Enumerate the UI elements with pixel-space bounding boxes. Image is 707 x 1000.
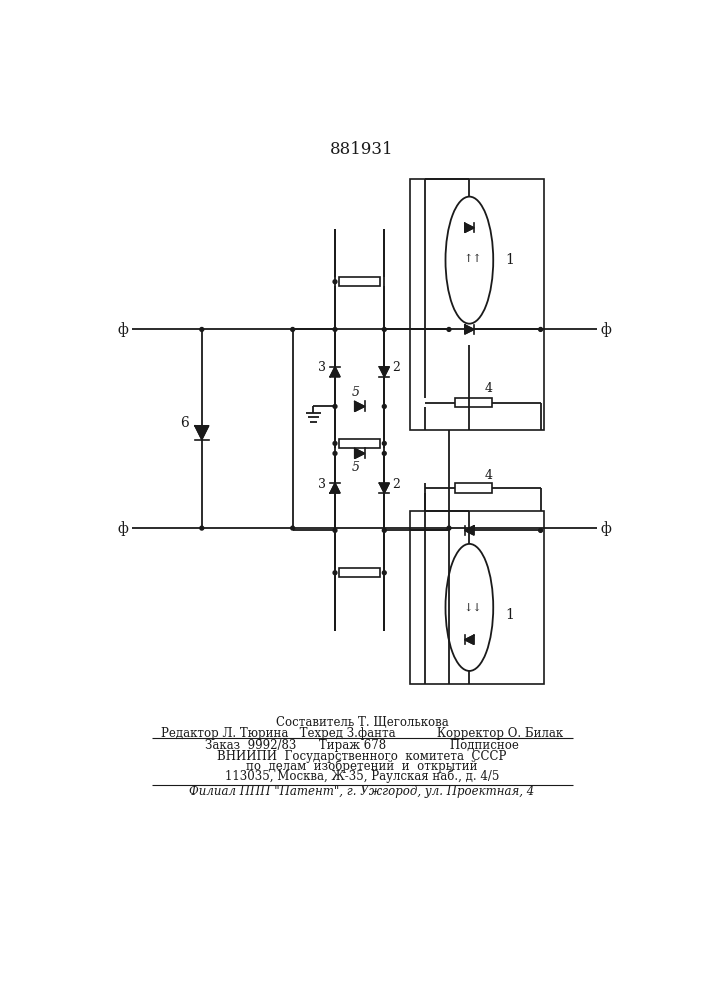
Polygon shape xyxy=(379,367,390,377)
Bar xyxy=(455,483,491,493)
Text: 4: 4 xyxy=(484,382,493,395)
Circle shape xyxy=(382,451,386,455)
Circle shape xyxy=(333,328,337,331)
Text: 5: 5 xyxy=(352,386,360,399)
Polygon shape xyxy=(355,401,365,411)
Circle shape xyxy=(539,528,542,532)
Circle shape xyxy=(333,571,337,575)
Text: 1: 1 xyxy=(505,253,514,267)
Text: 881931: 881931 xyxy=(330,141,394,158)
Circle shape xyxy=(291,526,295,530)
Polygon shape xyxy=(464,325,474,334)
Polygon shape xyxy=(464,526,474,535)
Text: 4: 4 xyxy=(484,469,493,482)
Text: ф: ф xyxy=(601,322,612,337)
Circle shape xyxy=(333,280,337,284)
Text: 2: 2 xyxy=(392,361,399,374)
Polygon shape xyxy=(330,367,340,377)
Bar xyxy=(409,179,544,430)
Circle shape xyxy=(447,328,451,331)
Polygon shape xyxy=(195,426,209,440)
Circle shape xyxy=(382,571,386,575)
Circle shape xyxy=(200,526,204,530)
Text: ф: ф xyxy=(118,322,129,337)
Circle shape xyxy=(467,328,472,331)
Circle shape xyxy=(333,528,337,532)
Text: Редактор Л. Тюрина   Техред З.фанта           Корректор О. Билак: Редактор Л. Тюрина Техред З.фанта Коррек… xyxy=(161,727,563,740)
Polygon shape xyxy=(355,448,365,458)
Circle shape xyxy=(382,441,386,445)
Circle shape xyxy=(200,328,204,331)
Text: 3: 3 xyxy=(318,478,326,491)
Circle shape xyxy=(382,328,386,331)
Text: 5: 5 xyxy=(352,461,360,474)
Bar xyxy=(339,439,380,448)
Polygon shape xyxy=(464,635,474,644)
Bar xyxy=(339,277,380,286)
Circle shape xyxy=(382,528,386,532)
Text: 113035, Москва, Ж-35, Раулская наб., д. 4/5: 113035, Москва, Ж-35, Раулская наб., д. … xyxy=(225,769,499,783)
Text: 2: 2 xyxy=(392,478,399,491)
Text: ВНИИПИ  Государственного  комитета  СССР: ВНИИПИ Государственного комитета СССР xyxy=(217,750,507,763)
Circle shape xyxy=(382,405,386,408)
Circle shape xyxy=(447,526,451,530)
Bar xyxy=(409,511,544,684)
Text: 1: 1 xyxy=(505,608,514,622)
Text: ф: ф xyxy=(118,521,129,536)
Circle shape xyxy=(333,405,337,408)
Text: ф: ф xyxy=(601,521,612,536)
Circle shape xyxy=(333,441,337,445)
Polygon shape xyxy=(330,483,340,493)
Circle shape xyxy=(467,528,472,532)
Bar xyxy=(339,568,380,577)
Polygon shape xyxy=(379,483,390,493)
Text: 3: 3 xyxy=(318,361,326,374)
Text: Составитель Т. Щеголькова: Составитель Т. Щеголькова xyxy=(276,716,448,729)
Text: Заказ  9992/83      Тираж 678                 Подписное: Заказ 9992/83 Тираж 678 Подписное xyxy=(205,739,519,752)
Circle shape xyxy=(333,451,337,455)
Text: ↓↓: ↓↓ xyxy=(464,604,483,614)
Bar xyxy=(455,398,491,407)
Circle shape xyxy=(539,328,542,331)
Text: ↑↑: ↑↑ xyxy=(464,254,483,264)
Circle shape xyxy=(291,328,295,331)
Polygon shape xyxy=(464,223,474,232)
Text: Филиал ППП "Патент", г. Ужгород, ул. Проектная, 4: Филиал ППП "Патент", г. Ужгород, ул. Про… xyxy=(189,785,534,798)
Text: по  делам  изобретений  и  открытий: по делам изобретений и открытий xyxy=(246,759,478,773)
Text: 6: 6 xyxy=(180,416,189,430)
